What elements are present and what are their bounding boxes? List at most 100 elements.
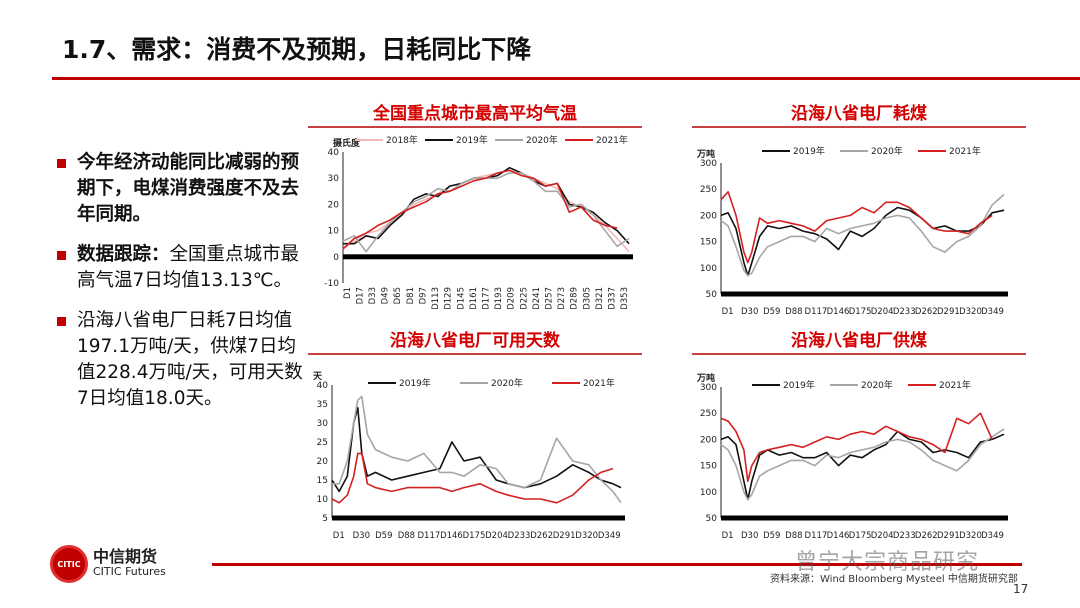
y-tick-label: 300 [700, 383, 717, 393]
series-line-2019年 [331, 407, 622, 493]
x-tick-label: D30 [353, 531, 370, 541]
x-tick-label: D30 [741, 531, 758, 541]
x-tick-label: D1 [722, 307, 734, 317]
legend-label: 2020年 [491, 377, 523, 389]
x-tick-label: D145 [456, 287, 466, 310]
legend-label: 2019年 [793, 145, 825, 157]
chart-panel-available-days: 沿海八省电厂可用天数 [308, 327, 642, 355]
x-tick-label: D209 [507, 287, 517, 310]
y-tick-label: 300 [700, 159, 717, 169]
series-line-2021年 [331, 452, 614, 504]
bullet-item: 今年经济动能同比减弱的预期下，电煤消费强度不及去年同期。 [55, 150, 305, 228]
series-line-2021年 [720, 412, 993, 483]
logo-cn: 中信期货 [93, 547, 158, 566]
series-line-2021年 [342, 169, 618, 250]
x-tick-label: D225 [519, 287, 529, 310]
x-tick-label: D349 [981, 307, 1004, 317]
x-tick-label: D49 [381, 287, 391, 304]
x-tick-label: D262 [530, 531, 553, 541]
x-tick-label: D1 [722, 531, 734, 541]
series-line-2021年 [720, 191, 993, 264]
x-tick-label: D204 [871, 307, 894, 317]
x-tick-label: D321 [595, 287, 605, 310]
y-tick-label: 250 [700, 409, 717, 419]
chart-title: 沿海八省电厂可用天数 [308, 327, 642, 355]
x-tick-label: D289 [570, 287, 580, 310]
series-line-2019年 [720, 430, 1005, 501]
x-tick-label: D204 [871, 531, 894, 541]
x-tick-label: D320 [575, 531, 598, 541]
y-tick-label: 35 [317, 400, 328, 410]
source-note: 资料来源：Wind Bloomberg Mysteel 中信期货研究部 [770, 574, 1018, 585]
series-line-2020年 [720, 193, 1005, 277]
x-tick-label: D320 [959, 307, 982, 317]
bullet-text: 沿海八省电厂日耗7日均值197.1万吨/天，供煤7日均值228.4万吨/天，可用… [77, 310, 303, 409]
bullet-text: 全国重点城市最高气温7日均值13.13℃。 [77, 244, 300, 291]
legend-label: 2021年 [949, 145, 981, 157]
y-tick-label: 5 [322, 514, 328, 524]
x-tick-label: D88 [785, 531, 802, 541]
x-tick-label: D233 [893, 307, 916, 317]
y-tick-label: 200 [700, 211, 717, 221]
y-tick-label: -10 [324, 279, 339, 289]
x-tick-label: D81 [406, 287, 416, 304]
x-tick-label: D88 [398, 531, 415, 541]
y-tick-label: 25 [317, 438, 328, 448]
x-tick-label: D117 [418, 531, 441, 541]
legend-label: 2018年 [386, 134, 418, 146]
x-tick-label: D291 [937, 531, 960, 541]
y-tick-label: 250 [700, 185, 717, 195]
x-tick-label: D177 [481, 287, 491, 310]
x-tick-label: D146 [827, 307, 850, 317]
legend-label: 2019年 [783, 379, 815, 391]
x-axis-bar [343, 254, 633, 260]
citic-logo-icon: CITIC [50, 545, 88, 583]
x-tick-label: D113 [431, 287, 441, 310]
x-axis-bar [332, 515, 625, 521]
bullet-square-icon [57, 159, 66, 168]
y-tick-label: 10 [317, 495, 329, 505]
y-tick-label: 100 [700, 488, 717, 498]
x-tick-label: D291 [937, 307, 960, 317]
chart-title: 沿海八省电厂供煤 [692, 327, 1026, 355]
watermark: 曾宁大宗商品研究 [795, 550, 980, 575]
y-tick-label: 20 [317, 457, 329, 467]
footer-divider [212, 563, 1022, 566]
x-tick-label: D337 [608, 287, 618, 310]
x-tick-label: D233 [508, 531, 531, 541]
bullet-bold: 今年经济动能同比减弱的预期下，电煤消费强度不及去年同期。 [77, 152, 300, 225]
x-tick-label: D161 [469, 287, 479, 310]
x-tick-label: D193 [494, 287, 504, 310]
x-tick-label: D1 [333, 531, 345, 541]
page-number: 17 [1013, 582, 1029, 596]
x-tick-label: D88 [785, 307, 802, 317]
series-line-2020年 [332, 395, 622, 504]
legend-label: 2020年 [526, 134, 558, 146]
y-tick-label: 150 [700, 462, 717, 472]
y-axis-label: 天 [313, 371, 323, 382]
x-tick-label: D291 [553, 531, 576, 541]
series-line-2020年 [720, 428, 1005, 501]
y-tick-label: 50 [706, 514, 718, 524]
legend-label: 2020年 [871, 145, 903, 157]
bullet-bold: 数据跟踪： [77, 244, 170, 265]
bullet-item: 沿海八省电厂日耗7日均值197.1万吨/天，供煤7日均值228.4万吨/天，可用… [55, 308, 305, 412]
legend-label: 2019年 [399, 377, 431, 389]
x-tick-label: D59 [375, 531, 392, 541]
legend-label: 2020年 [861, 379, 893, 391]
x-tick-label: D30 [741, 307, 758, 317]
x-tick-label: D349 [981, 531, 1004, 541]
x-tick-label: D262 [915, 307, 938, 317]
legend-label: 2021年 [596, 134, 628, 146]
x-tick-label: D59 [763, 531, 780, 541]
x-tick-label: D33 [368, 287, 378, 304]
x-tick-label: D233 [893, 531, 916, 541]
page-title: 1.7、需求：消费不及预期，日耗同比下降 [62, 35, 532, 64]
bullet-square-icon [57, 317, 66, 326]
x-tick-label: D257 [545, 287, 555, 310]
logo-en: CITIC Futures [93, 565, 166, 578]
series-line-2019年 [343, 166, 630, 245]
bullet-item: 数据跟踪：全国重点城市最高气温7日均值13.13℃。 [55, 242, 305, 294]
y-tick-label: 30 [317, 419, 329, 429]
y-tick-label: 10 [328, 227, 340, 237]
